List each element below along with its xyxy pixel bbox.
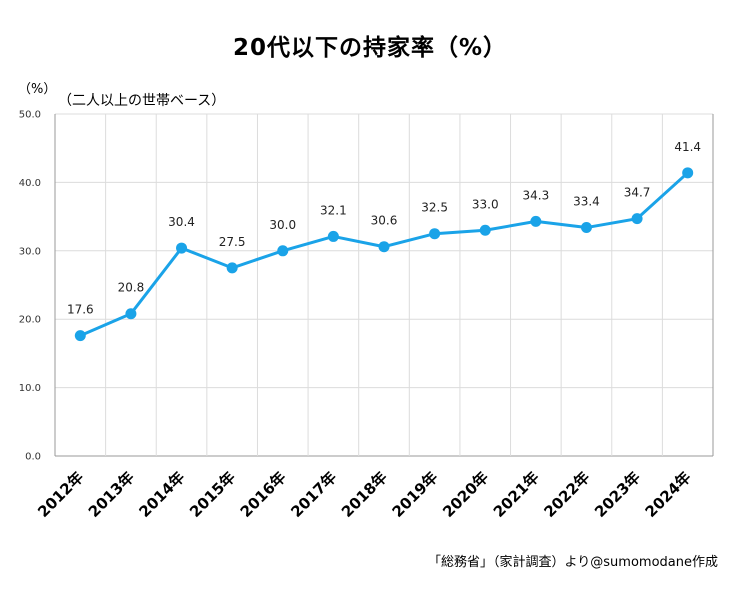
data-point — [277, 245, 289, 257]
data-point — [682, 167, 694, 179]
x-tick-label: 2021年 — [490, 468, 543, 521]
y-tick-label: 40.0 — [19, 178, 41, 189]
data-label: 30.0 — [269, 218, 296, 232]
data-point — [74, 330, 86, 342]
data-point — [429, 228, 441, 240]
x-tick-label: 2012年 — [34, 468, 87, 521]
data-label: 34.7 — [624, 186, 651, 200]
x-tick-label: 2016年 — [237, 468, 290, 521]
data-label: 33.0 — [472, 197, 499, 211]
x-tick-label: 2017年 — [287, 468, 340, 521]
data-label: 20.8 — [118, 281, 145, 295]
data-label: 34.3 — [522, 188, 549, 202]
data-point — [530, 215, 542, 227]
series-layer — [74, 167, 694, 342]
x-tick-label: 2024年 — [642, 468, 695, 521]
x-tick-label: 2015年 — [186, 468, 239, 521]
grid-lines — [54, 113, 714, 457]
data-label: 32.1 — [320, 203, 347, 217]
data-point — [176, 242, 188, 254]
data-point — [479, 224, 491, 236]
x-tick-labels: 2012年2013年2014年2015年2016年2017年2018年2019年… — [34, 468, 694, 521]
chart-subtitle: （二人以上の世帯ベース） — [58, 93, 226, 109]
y-tick-labels: 0.0 10.0 20.0 30.0 40.0 50.0 — [19, 110, 41, 463]
data-point — [580, 222, 592, 234]
chart-title: 20代以下の持家率（%） — [232, 35, 508, 61]
x-tick-label: 2023年 — [591, 468, 644, 521]
data-label: 33.4 — [573, 195, 600, 209]
data-labels: 17.6 20.8 30.4 27.5 30.0 32.1 30.6 32.5 33.0 34.3… — [67, 140, 701, 317]
x-tick-label: 2018年 — [338, 468, 391, 521]
x-tick-label: 2022年 — [540, 468, 593, 521]
data-label: 32.5 — [421, 201, 448, 215]
y-unit-label: （%） — [18, 82, 57, 97]
y-tick-label: 30.0 — [19, 246, 41, 257]
data-label: 27.5 — [219, 235, 246, 249]
y-tick-label: 50.0 — [19, 110, 41, 121]
y-tick-label: 20.0 — [19, 315, 41, 326]
data-label: 30.4 — [168, 215, 195, 229]
data-point — [125, 308, 137, 320]
data-label: 41.4 — [674, 140, 701, 154]
data-label: 30.6 — [371, 214, 398, 228]
data-point — [631, 213, 643, 225]
y-tick-label: 0.0 — [25, 452, 41, 463]
x-tick-label: 2014年 — [136, 468, 189, 521]
x-tick-label: 2013年 — [85, 468, 138, 521]
data-point — [226, 262, 238, 274]
source-note: 「総務省」（家計調査）より@sumomodane作成 — [428, 555, 718, 570]
data-label: 17.6 — [67, 303, 94, 317]
x-tick-label: 2020年 — [439, 468, 492, 521]
x-tick-label: 2019年 — [389, 468, 442, 521]
data-point — [378, 241, 390, 253]
data-point — [327, 230, 339, 242]
y-tick-label: 10.0 — [19, 383, 41, 394]
